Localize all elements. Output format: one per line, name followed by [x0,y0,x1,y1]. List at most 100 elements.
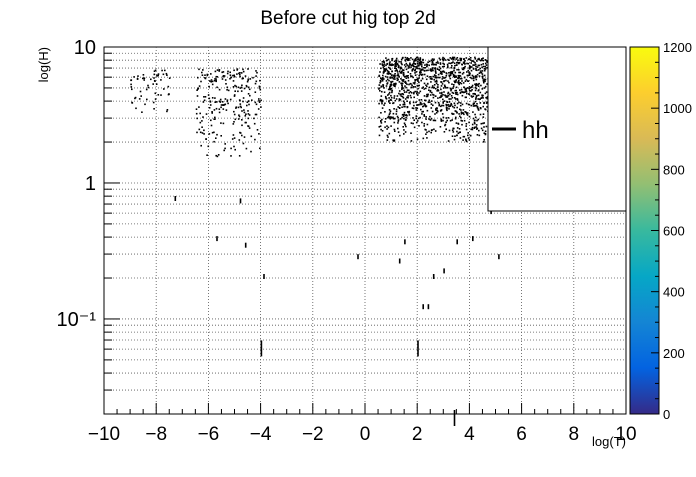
data-point [401,63,403,66]
data-point [399,70,401,72]
data-point [397,73,399,75]
data-point [383,78,385,80]
data-point [421,87,423,89]
data-point [459,75,462,77]
data-point [469,57,472,59]
data-point [431,110,434,113]
data-point [452,73,455,76]
data-point [450,62,452,65]
data-point [483,68,486,70]
data-point [412,62,415,64]
data-point [204,74,206,76]
data-point [442,98,444,101]
data-point [380,67,382,70]
data-point [467,69,469,72]
data-point [416,78,418,81]
data-point [476,76,478,78]
data-point [406,96,408,99]
data-point [397,74,400,77]
data-point [439,63,442,65]
data-point [405,116,407,119]
data-point [440,81,443,83]
data-point [410,57,412,59]
data-point [238,155,241,157]
data-point [387,66,390,69]
data-point [385,98,388,100]
data-point [461,63,463,66]
data-point [450,72,452,75]
data-point [391,74,393,76]
data-point [486,106,488,108]
data-point [198,68,200,71]
data-point [437,101,440,104]
data-point [417,85,419,87]
data-point [232,123,235,125]
data-point [379,71,381,73]
data-point [440,94,442,97]
data-point [456,99,459,101]
colorbar-tick-label: 600 [663,224,685,239]
data-point [410,75,412,77]
data-point [211,131,214,134]
data-point [429,91,432,93]
data-point [415,66,417,68]
data-point [452,92,455,94]
data-point [379,81,381,84]
data-point [435,79,438,82]
data-point [255,113,258,116]
data-point [395,59,397,62]
data-point [131,88,133,91]
data-point [417,67,419,70]
data-point [384,118,387,120]
data-point [458,71,460,74]
data-point [483,74,486,77]
data-point [445,87,447,89]
data-point [413,65,415,68]
data-point [445,79,447,82]
data-point [248,103,250,106]
data-point [450,98,452,100]
data-point [222,75,225,77]
data-point [209,80,211,82]
data-point [454,135,456,137]
data-point [423,114,425,116]
data-point [143,77,146,79]
data-point [141,111,143,113]
data-point [467,62,470,65]
data-point [417,104,419,106]
data-points [130,56,500,426]
data-point [202,69,204,71]
data-point [466,112,469,114]
data-point [403,102,406,104]
data-point [396,79,399,82]
data-point [232,86,235,88]
data-point [442,59,444,62]
data-point [391,59,393,62]
data-point [197,88,199,90]
data-point [198,106,200,108]
data-point [380,120,382,123]
data-point [476,60,478,62]
data-point [249,78,252,80]
colorbar: 0 200 400 600 800 1000 1200 [629,40,692,422]
data-point [443,77,445,79]
data-point [445,96,447,98]
data-point [384,95,387,98]
data-point [473,126,476,129]
data-point [136,78,139,80]
data-point [402,79,405,81]
data-point [386,125,388,127]
data-point [466,74,469,77]
data-point [195,108,198,110]
data-point [225,109,228,111]
data-point [388,109,391,111]
data-point [483,132,486,134]
data-point [387,88,390,91]
data-point [393,74,395,77]
data-point [407,96,409,99]
colorbar-tick-label: 800 [663,162,685,177]
data-point [406,64,408,66]
data-point [153,77,155,79]
data-point [385,59,388,62]
data-point [455,58,457,60]
